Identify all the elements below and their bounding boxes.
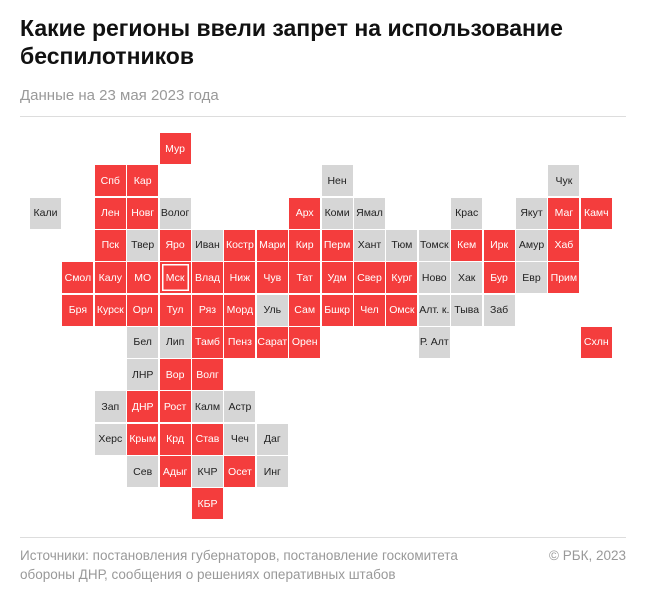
region-tile: Сарат xyxy=(256,326,288,358)
region-tile: Став xyxy=(192,423,223,455)
source-line: обороны ДНР, сообщения о решениях операт… xyxy=(20,567,396,582)
region-tile: Херс xyxy=(94,423,126,455)
region-tile: Свер xyxy=(354,262,385,294)
region-tile: ЛНР xyxy=(127,359,159,391)
region-tile: Удм xyxy=(321,262,353,294)
region-tile: Новг xyxy=(127,197,159,229)
region-tile: Иван xyxy=(192,229,223,261)
region-tile: Твер xyxy=(127,229,159,261)
region-tile: Лип xyxy=(159,326,191,358)
region-tile: Вор xyxy=(159,359,191,391)
region-tile: Чук xyxy=(548,165,580,197)
region-tile: Осет xyxy=(224,456,256,487)
region-tile: Схлн xyxy=(580,326,612,358)
region-tile: Зап xyxy=(94,391,126,423)
copyright: © РБК, 2023 xyxy=(549,548,626,563)
region-tile: Камч xyxy=(580,197,612,229)
region-tile: Хаб xyxy=(548,229,580,261)
region-tile: Кар xyxy=(127,165,159,197)
region-tile: Мари xyxy=(256,229,288,261)
region-tile: Чеч xyxy=(224,423,256,455)
region-tile: Бел xyxy=(127,326,159,358)
region-tile: Калм xyxy=(192,391,223,423)
region-tile: Кем xyxy=(451,229,483,261)
subtitle: Данные на 23 мая 2023 года xyxy=(20,87,219,104)
region-tile: Яро xyxy=(159,229,191,261)
region-tile: Маг xyxy=(548,197,580,229)
region-tile: Евр xyxy=(516,262,547,294)
region-tile: МО xyxy=(127,262,159,294)
divider xyxy=(20,537,626,538)
region-tile: Хант xyxy=(354,229,385,261)
region-tile: Чув xyxy=(256,262,288,294)
region-tile: Крым xyxy=(127,423,159,455)
region-tile: Мур xyxy=(159,133,191,164)
region-tile: Бур xyxy=(483,262,515,294)
region-tile: ДНР xyxy=(127,391,159,423)
region-tile: Тул xyxy=(159,294,191,326)
region-tile: Тыва xyxy=(451,294,483,326)
region-tile: Чел xyxy=(354,294,385,326)
region-tile: Ямал xyxy=(354,197,385,229)
region-tile: КБР xyxy=(192,488,223,520)
region-tile: Томск xyxy=(418,229,450,261)
region-tile: Заб xyxy=(483,294,515,326)
region-tile: Сев xyxy=(127,456,159,487)
region-tile: Пенз xyxy=(224,326,256,358)
title: Какие регионы ввели запрет на использова… xyxy=(20,15,563,69)
region-tile: Морд xyxy=(224,294,256,326)
region-tile: Тюм xyxy=(386,229,418,261)
region-tile: Кир xyxy=(289,229,321,261)
region-tile: КЧР xyxy=(192,456,223,487)
region-tile: Хак xyxy=(451,262,483,294)
region-tile: Адыг xyxy=(159,456,191,487)
region-tile: Бря xyxy=(62,294,94,326)
region-tile: Ирк xyxy=(483,229,515,261)
region-tile: Влад xyxy=(192,262,223,294)
region-tile: Рост xyxy=(159,391,191,423)
divider xyxy=(20,116,626,117)
region-tile: Спб xyxy=(94,165,126,197)
region-tile: Даг xyxy=(256,423,288,455)
region-tile: Крас xyxy=(451,197,483,229)
region-tile: Инг xyxy=(256,456,288,487)
region-tile: Волог xyxy=(159,197,191,229)
region-tile: Арх xyxy=(289,197,321,229)
region-tile: Якут xyxy=(516,197,547,229)
source-line: Источники: постановления губернаторов, п… xyxy=(20,548,458,563)
region-tile: Сам xyxy=(289,294,321,326)
region-tile: Тамб xyxy=(192,326,223,358)
region-tile: Коми xyxy=(321,197,353,229)
region-tile: Нен xyxy=(321,165,353,197)
region-tile: Мск xyxy=(159,262,191,294)
region-tile: Омск xyxy=(386,294,418,326)
region-tile: Калу xyxy=(94,262,126,294)
region-tile: Лен xyxy=(94,197,126,229)
region-tile: Волг xyxy=(192,359,223,391)
region-tile: Перм xyxy=(321,229,353,261)
region-tile: Астр xyxy=(224,391,256,423)
region-tile: Кали xyxy=(30,197,61,229)
region-tile: Кург xyxy=(386,262,418,294)
region-tile: Тат xyxy=(289,262,321,294)
region-tile: Пск xyxy=(94,229,126,261)
region-tile: Ниж xyxy=(224,262,256,294)
region-tile: Смол xyxy=(62,262,94,294)
region-tile: Р. Алт xyxy=(418,326,450,358)
region-tile: Ряз xyxy=(192,294,223,326)
region-tile: Прим xyxy=(548,262,580,294)
region-tile: Уль xyxy=(256,294,288,326)
region-tile: Орл xyxy=(127,294,159,326)
region-tile: Костр xyxy=(224,229,256,261)
region-tile: Амур xyxy=(516,229,547,261)
region-tile: Бшкр xyxy=(321,294,353,326)
region-tile: Орен xyxy=(289,326,321,358)
region-tile: Крд xyxy=(159,423,191,455)
region-tile: Алт. к. xyxy=(418,294,450,326)
region-tile: Ново xyxy=(418,262,450,294)
region-tile: Курск xyxy=(94,294,126,326)
